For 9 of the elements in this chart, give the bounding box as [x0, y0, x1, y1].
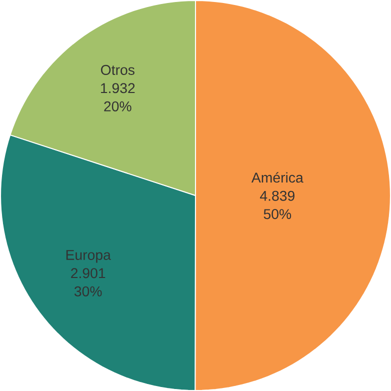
- data-label: 4.839: [260, 190, 294, 201]
- text: 30%: [74, 286, 102, 296]
- slice-label: América: [251, 172, 304, 183]
- data-label: 1.932: [101, 83, 135, 94]
- slice-label: Otros: [100, 64, 134, 75]
- data-label: 2.901: [71, 268, 106, 278]
- text: 20%: [104, 101, 132, 112]
- slice-label: Europa: [66, 250, 111, 263]
- text: 50%: [264, 209, 292, 220]
